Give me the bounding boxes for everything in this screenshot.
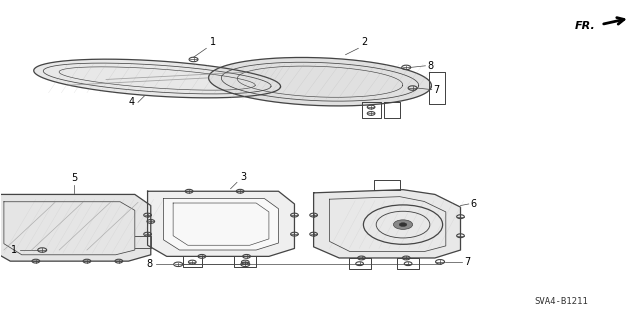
Text: 5: 5 — [71, 173, 77, 183]
Text: 4: 4 — [129, 97, 135, 107]
Text: 2: 2 — [362, 37, 368, 47]
Polygon shape — [148, 191, 294, 256]
Polygon shape — [0, 195, 151, 261]
Text: 7: 7 — [434, 85, 440, 95]
Text: 1: 1 — [10, 245, 17, 255]
Polygon shape — [34, 59, 280, 98]
Circle shape — [399, 223, 407, 226]
Text: 1: 1 — [209, 37, 216, 47]
Text: 7: 7 — [465, 257, 470, 267]
Text: 3: 3 — [240, 172, 246, 182]
Circle shape — [394, 220, 413, 229]
Text: 8: 8 — [428, 61, 433, 71]
Text: 6: 6 — [470, 199, 476, 209]
Polygon shape — [209, 57, 431, 106]
Text: FR.: FR. — [575, 21, 596, 31]
Text: SVA4-B1211: SVA4-B1211 — [534, 297, 588, 306]
Polygon shape — [314, 190, 461, 258]
Text: 8: 8 — [147, 259, 153, 269]
Polygon shape — [164, 198, 278, 250]
